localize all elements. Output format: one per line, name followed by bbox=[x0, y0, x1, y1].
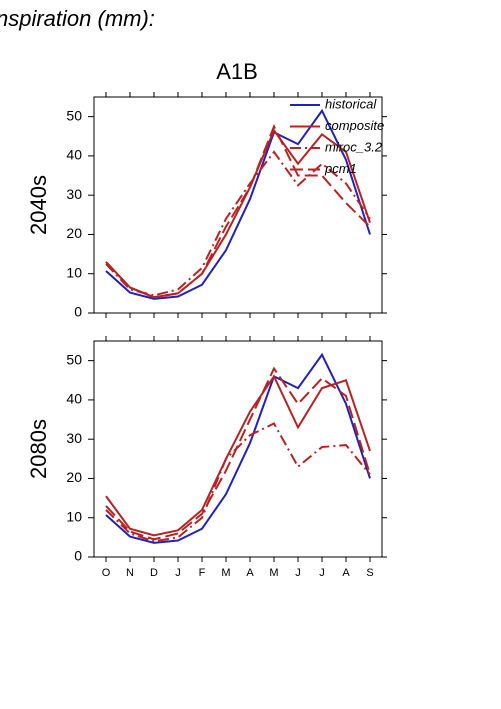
y-tick-label: 10 bbox=[66, 264, 82, 280]
legend-label: historical bbox=[325, 96, 377, 111]
x-tick-label: J bbox=[175, 567, 181, 579]
series-line bbox=[105, 108, 371, 300]
x-tick-label: F bbox=[199, 567, 206, 579]
series-line bbox=[105, 128, 371, 299]
x-tick-label: A bbox=[246, 567, 254, 579]
x-tick-label: J bbox=[319, 567, 325, 579]
series-line bbox=[105, 422, 371, 543]
page-title: nspiration (mm): bbox=[0, 6, 155, 31]
x-tick-label: M bbox=[269, 567, 278, 579]
y-tick-label: 0 bbox=[74, 548, 82, 564]
y-tick-label: 40 bbox=[66, 147, 82, 163]
legend-label: composite bbox=[325, 118, 384, 133]
y-tick-label: 50 bbox=[66, 351, 82, 367]
y-tick-label: 0 bbox=[74, 304, 82, 320]
y-tick-label: 20 bbox=[66, 225, 82, 241]
x-tick-label: M bbox=[221, 567, 230, 579]
x-tick-label: D bbox=[150, 567, 158, 579]
x-tick-label: J bbox=[295, 567, 301, 579]
x-tick-label: S bbox=[366, 567, 373, 579]
legend-label: miroc_3.2 bbox=[325, 139, 383, 154]
y-tick-label: 10 bbox=[66, 508, 82, 524]
series-line bbox=[105, 374, 371, 537]
series-line bbox=[105, 150, 371, 297]
y-tick-label: 20 bbox=[66, 469, 82, 485]
y-axis-label: 2080s bbox=[26, 419, 51, 479]
x-tick-label: A bbox=[342, 567, 350, 579]
series-line bbox=[105, 366, 371, 541]
y-tick-label: 30 bbox=[66, 430, 82, 446]
y-tick-label: 30 bbox=[66, 186, 82, 202]
x-tick-label: N bbox=[126, 567, 134, 579]
y-axis-label: 2040s bbox=[26, 175, 51, 235]
y-tick-label: 40 bbox=[66, 391, 82, 407]
plot-frame bbox=[93, 340, 383, 558]
plot-frame bbox=[93, 96, 383, 314]
x-tick-label: O bbox=[102, 567, 111, 579]
series-line bbox=[105, 352, 371, 544]
series-line bbox=[105, 123, 371, 299]
panel-title: A1B bbox=[216, 59, 258, 84]
legend-label: pcm1 bbox=[324, 161, 357, 176]
y-tick-label: 50 bbox=[66, 107, 82, 123]
